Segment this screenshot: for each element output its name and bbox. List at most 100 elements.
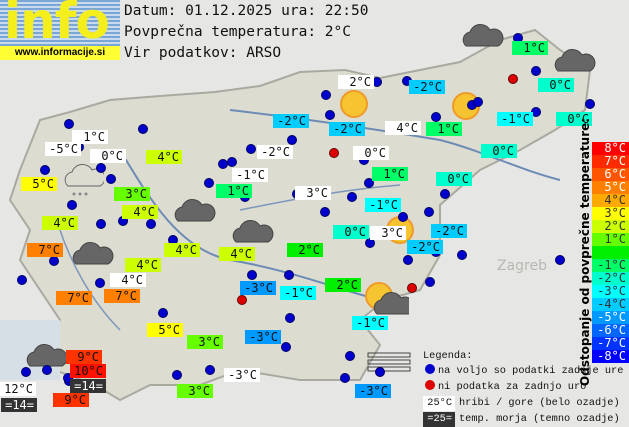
temperature-label: -1°C bbox=[232, 168, 268, 182]
legend-blue-text: na voljo so podatki zadnje ure bbox=[438, 365, 624, 377]
legend-title: Legenda: bbox=[423, 350, 473, 362]
cloud-icon bbox=[458, 20, 504, 54]
temperature-label: =14= bbox=[70, 379, 106, 393]
country-outline bbox=[8, 28, 592, 402]
legend-row-blue: na voljo so podatki zadnje ure bbox=[423, 364, 623, 379]
map-label-zagreb: Zagreb bbox=[497, 258, 548, 274]
temperature-label: 7°C bbox=[104, 289, 140, 303]
temperature-label: 0°C bbox=[481, 144, 517, 158]
scale-step: 3°C bbox=[592, 207, 629, 220]
temperature-label: 12°C bbox=[0, 382, 36, 396]
station-dot-icon bbox=[555, 255, 565, 265]
station-dot-icon bbox=[172, 370, 182, 380]
scale-step: -6°C bbox=[592, 324, 629, 337]
scale-step: 8°C bbox=[592, 142, 629, 155]
station-dot-icon bbox=[204, 178, 214, 188]
legend-sea-text: temp. morja (temno ozadje) bbox=[459, 413, 620, 425]
station-dot-icon bbox=[457, 250, 467, 260]
logo-text: info bbox=[4, 0, 110, 50]
date-line: Datum: 01.12.2025 ura: 22:50 bbox=[124, 3, 369, 19]
temperature-label: 0°C bbox=[90, 149, 126, 163]
blue-dot-icon bbox=[425, 364, 435, 374]
temperature-label: 4°C bbox=[164, 243, 200, 257]
sun-icon bbox=[340, 90, 370, 124]
temperature-label: 9°C bbox=[66, 350, 102, 364]
temperature-label: 0°C bbox=[353, 146, 389, 160]
temperature-label: 4°C bbox=[42, 216, 78, 230]
temperature-label: 5°C bbox=[21, 177, 57, 191]
station-dot-icon bbox=[246, 144, 256, 154]
temperature-label: 2°C bbox=[325, 278, 361, 292]
station-dot-icon bbox=[285, 313, 295, 323]
scale-step: 1°C bbox=[592, 233, 629, 246]
temperature-label: 3°C bbox=[295, 186, 331, 200]
legend-red-text: ni podatka za zadnjo uro bbox=[438, 381, 587, 393]
station-dot-icon bbox=[95, 278, 105, 288]
station-dot-icon bbox=[340, 373, 350, 383]
scale-step: 2°C bbox=[592, 220, 629, 233]
station-dot-icon bbox=[375, 367, 385, 377]
temperature-label: 4°C bbox=[122, 205, 158, 219]
temperature-label: 1°C bbox=[512, 41, 548, 55]
legend-row-red: ni podatka za zadnjo uro bbox=[423, 380, 586, 395]
scale-step: 7°C bbox=[592, 155, 629, 168]
station-dot-icon bbox=[17, 275, 27, 285]
temperature-label: -2°C bbox=[407, 240, 443, 254]
source-line: Vir podatkov: ARSO bbox=[124, 45, 282, 61]
scale-step: 5°C bbox=[592, 181, 629, 194]
station-dot-icon bbox=[325, 110, 335, 120]
station-dot-icon bbox=[63, 373, 73, 383]
station-dot-icon bbox=[96, 163, 106, 173]
cloud-icon bbox=[170, 195, 216, 229]
scale-step: 4°C bbox=[592, 194, 629, 207]
temperature-label: 3°C bbox=[187, 335, 223, 349]
temperature-label: 2°C bbox=[287, 243, 323, 257]
temperature-label: 4°C bbox=[110, 273, 146, 287]
temperature-label: 7°C bbox=[56, 291, 92, 305]
temperature-label: -2°C bbox=[257, 145, 293, 159]
logo[interactable]: info www.informacije.si bbox=[0, 0, 120, 60]
station-dot-icon bbox=[21, 367, 31, 377]
station-dot-icon bbox=[247, 270, 257, 280]
station-dot-icon bbox=[424, 207, 434, 217]
station-dot-icon bbox=[227, 157, 237, 167]
scale-step: -1°C bbox=[592, 259, 629, 272]
temperature-label: 4°C bbox=[146, 150, 182, 164]
scale-step: -7°C bbox=[592, 337, 629, 350]
temperature-label: 5°C bbox=[147, 323, 183, 337]
legend-mountain-text: hribi / gore (belo ozadje) bbox=[459, 397, 620, 409]
scale-step: -8°C bbox=[592, 350, 629, 363]
temperature-label: -2°C bbox=[329, 122, 365, 136]
cloud-icon bbox=[550, 45, 596, 79]
scale-step: 6°C bbox=[592, 168, 629, 181]
station-dot-icon bbox=[440, 189, 450, 199]
station-dot-icon bbox=[284, 270, 294, 280]
temperature-label: 7°C bbox=[27, 243, 63, 257]
station-dot-icon bbox=[146, 219, 156, 229]
temperature-label: 4°C bbox=[125, 258, 161, 272]
logo-url[interactable]: www.informacije.si bbox=[0, 46, 120, 60]
temperature-label: -1°C bbox=[497, 112, 533, 126]
color-scale: 8°C 7°C 6°C 5°C 4°C 3°C 2°C 1°C -1°C -2°C -3°C -4°C… bbox=[592, 142, 629, 363]
partly-cloudy-icon bbox=[365, 282, 415, 320]
station-dot-icon bbox=[49, 256, 59, 266]
temperature-label: 1°C bbox=[216, 184, 252, 198]
station-dot-icon bbox=[158, 308, 168, 318]
station-dot-icon bbox=[364, 178, 374, 188]
temperature-label: 2°C bbox=[338, 75, 374, 89]
temperature-label: -2°C bbox=[431, 224, 467, 238]
temperature-label: 4°C bbox=[385, 121, 421, 135]
temperature-label: 3°C bbox=[370, 226, 406, 240]
temperature-label: 0°C bbox=[538, 78, 574, 92]
missing-station-dot-icon bbox=[237, 295, 247, 305]
temperature-label: 0°C bbox=[333, 225, 369, 239]
cloud-icon bbox=[228, 216, 274, 250]
cloud-icon bbox=[68, 238, 114, 272]
missing-station-dot-icon bbox=[407, 283, 417, 293]
legend-row-mountain: 25°C hribi / gore (belo ozadje) bbox=[423, 396, 620, 411]
station-dot-icon bbox=[205, 365, 215, 375]
temperature-label: 10°C bbox=[70, 364, 106, 378]
station-dot-icon bbox=[64, 119, 74, 129]
station-dot-icon bbox=[531, 66, 541, 76]
station-dot-icon bbox=[320, 207, 330, 217]
